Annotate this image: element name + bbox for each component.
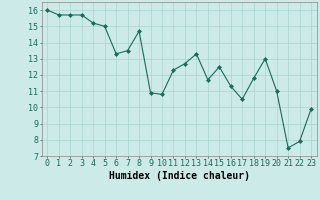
- X-axis label: Humidex (Indice chaleur): Humidex (Indice chaleur): [109, 171, 250, 181]
